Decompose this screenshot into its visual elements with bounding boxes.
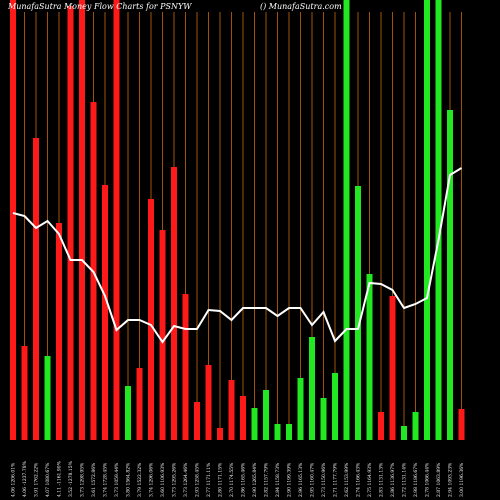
bar [274, 424, 281, 440]
bar [228, 380, 235, 440]
x-tick-label: 3.73 1059.44% [114, 462, 120, 497]
x-tick-label: 2.95 1160.47% [310, 462, 316, 497]
bar [355, 186, 361, 440]
bar [125, 386, 131, 440]
x-tick-label: 2.86 1165.46% [241, 462, 247, 497]
bar [412, 412, 419, 440]
bar [286, 424, 292, 440]
x-tick-label: 3.61 1572.86% [91, 462, 97, 497]
x-tick-label: 2.71 1177.79% [333, 462, 339, 497]
bar [309, 337, 315, 440]
bar [401, 426, 407, 440]
chart-subtitle: () MunafaSutra.com [260, 2, 342, 11]
chart-title: MunafaSutra Money Flow Charts for PSNYW [7, 2, 192, 11]
bar [343, 0, 350, 440]
x-tick-label: 4.06 1206.01% [11, 462, 17, 497]
bar [33, 138, 39, 440]
bar [194, 402, 200, 440]
x-tick-label: 2.72 1131.14% [402, 462, 408, 497]
x-tick-label: 2.94 1093.23% [448, 462, 454, 497]
x-tick-label: 3.73 1298.95% [80, 462, 86, 497]
bar [424, 0, 430, 440]
x-tick-label: 3.79 1522.32% [137, 462, 143, 497]
bar [458, 409, 465, 440]
bar [389, 296, 396, 440]
bar [136, 368, 143, 440]
x-tick-label: 4.11 -1161.90% [57, 460, 63, 497]
bar [10, 0, 16, 440]
bar [79, 0, 85, 440]
x-tick-label: 3.91 1762.22% [34, 462, 40, 497]
x-tick-label: 2.62 1153.99% [344, 462, 350, 497]
bar [251, 408, 258, 440]
bar [102, 185, 108, 440]
x-tick-label: 2.83 1131.13% [379, 462, 385, 497]
x-tick-label: 2.93 1258.45% [195, 462, 201, 497]
bar [67, 6, 74, 440]
x-tick-label: 2.80 1171.15% [218, 462, 224, 497]
x-tick-label: 2.74 1166.43% [356, 462, 362, 497]
bar [21, 346, 28, 440]
x-tick-label: 2.87 1063.89% [436, 462, 442, 497]
x-tick-label: 2.75 1164.93% [367, 462, 373, 497]
bar [171, 167, 177, 440]
x-tick-label: 2.96 1165.13% [298, 462, 304, 497]
x-tick-label: 2.84 1158.73% [275, 462, 281, 497]
bar [56, 223, 62, 440]
x-tick-label: 2.86 1136.97% [390, 462, 396, 497]
bar [148, 199, 154, 440]
bar [159, 230, 166, 440]
x-tick-label: 3.60 1106.93% [160, 462, 166, 497]
bar [297, 378, 304, 440]
bar [366, 274, 373, 440]
x-tick-label: 2.70 1174.55% [229, 462, 235, 497]
x-tick-label: 3.52 -1278.15% [68, 460, 74, 497]
bar [240, 396, 246, 440]
x-tick-label: 2.82 1157.79% [264, 462, 270, 497]
x-tick-label: 3.00 1196.36% [459, 462, 465, 497]
x-tick-label: 3.80 1564.82% [126, 462, 132, 497]
bar [217, 428, 223, 440]
x-tick-label: 3.73 1264.46% [183, 462, 189, 497]
bar [447, 110, 453, 440]
x-tick-label: 2.77 1171.11% [206, 462, 212, 497]
bar [263, 390, 269, 440]
x-tick-label: 2.73 1150.96% [321, 462, 327, 497]
x-tick-label: 2.90 1199.39% [287, 462, 293, 497]
bar [320, 398, 327, 440]
bar [435, 0, 442, 440]
x-tick-label: 3.74 1296.06% [149, 462, 155, 497]
bar [332, 373, 338, 440]
x-tick-label: 2.98 1186.67% [413, 462, 419, 497]
x-tick-label: 2.90 1265.84% [252, 462, 258, 497]
x-tick-label: 3.73 1295.26% [172, 462, 178, 497]
bar [205, 365, 212, 440]
bar [378, 412, 384, 440]
x-tick-label: 2.78 1066.44% [425, 462, 431, 497]
bar [44, 356, 51, 440]
money-flow-line [12, 167, 463, 344]
x-tick-label: 4.06 -1237.78% [22, 460, 28, 497]
x-tick-label: 3.74 1728.45% [103, 462, 109, 497]
x-tick-label: 4.07 1080.67% [45, 462, 51, 497]
bar [113, 0, 120, 440]
bar [182, 294, 189, 440]
